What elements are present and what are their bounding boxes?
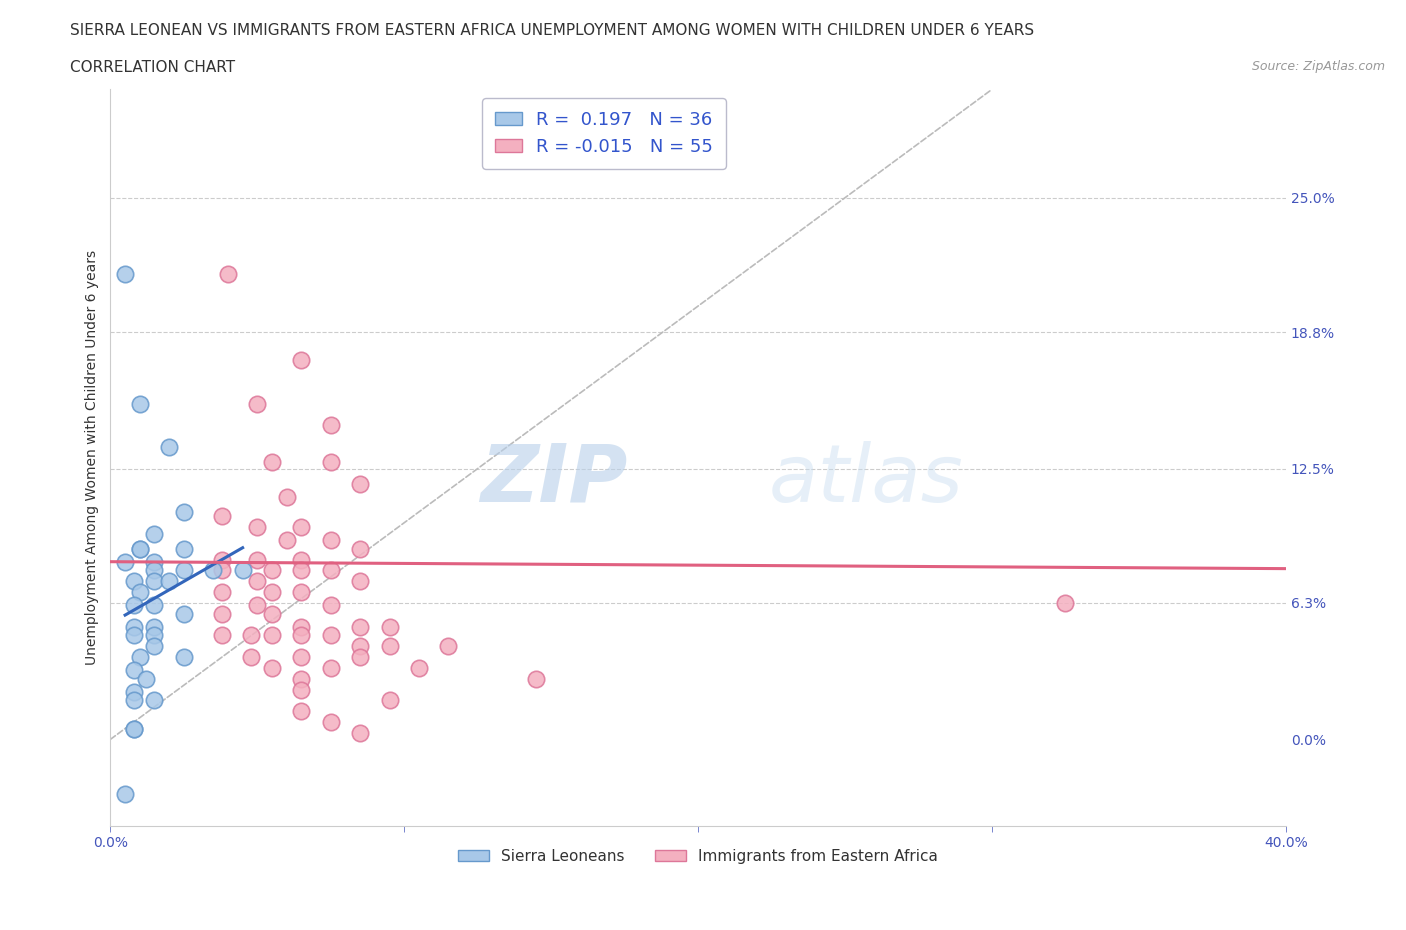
Point: [173, 541, 195, 556]
Point: [143, 574, 166, 589]
Point: [240, 649, 263, 664]
Point: [1054, 595, 1077, 610]
Point: [143, 563, 166, 578]
Point: [349, 619, 371, 634]
Point: [128, 541, 150, 556]
Point: [319, 628, 342, 643]
Point: [217, 266, 239, 281]
Point: [319, 660, 342, 675]
Point: [437, 639, 460, 654]
Point: [349, 649, 371, 664]
Point: [122, 693, 145, 708]
Point: [135, 671, 157, 686]
Point: [246, 520, 269, 535]
Point: [408, 660, 430, 675]
Point: [114, 554, 136, 569]
Point: [260, 585, 283, 600]
Point: [290, 585, 312, 600]
Point: [260, 660, 283, 675]
Point: [143, 693, 166, 708]
Point: [128, 649, 150, 664]
Point: [246, 598, 269, 613]
Text: Source: ZipAtlas.com: Source: ZipAtlas.com: [1251, 60, 1385, 73]
Text: SIERRA LEONEAN VS IMMIGRANTS FROM EASTERN AFRICA UNEMPLOYMENT AMONG WOMEN WITH C: SIERRA LEONEAN VS IMMIGRANTS FROM EASTER…: [70, 23, 1035, 38]
Point: [114, 786, 136, 801]
Point: [173, 606, 195, 621]
Legend: Sierra Leoneans, Immigrants from Eastern Africa: Sierra Leoneans, Immigrants from Eastern…: [453, 843, 943, 870]
Point: [128, 585, 150, 600]
Point: [290, 552, 312, 567]
Point: [122, 598, 145, 613]
Point: [173, 504, 195, 519]
Point: [122, 619, 145, 634]
Point: [211, 563, 233, 578]
Text: atlas: atlas: [769, 441, 963, 519]
Point: [211, 552, 233, 567]
Point: [349, 639, 371, 654]
Text: CORRELATION CHART: CORRELATION CHART: [70, 60, 235, 75]
Point: [349, 725, 371, 740]
Point: [290, 563, 312, 578]
Point: [122, 628, 145, 643]
Point: [128, 541, 150, 556]
Point: [143, 628, 166, 643]
Point: [260, 606, 283, 621]
Point: [290, 352, 312, 367]
Point: [260, 628, 283, 643]
Point: [290, 619, 312, 634]
Point: [260, 455, 283, 470]
Point: [378, 693, 401, 708]
Point: [276, 533, 298, 548]
Point: [319, 563, 342, 578]
Point: [143, 554, 166, 569]
Point: [240, 628, 263, 643]
Point: [260, 563, 283, 578]
Point: [143, 598, 166, 613]
Point: [349, 541, 371, 556]
Y-axis label: Unemployment Among Women with Children Under 6 years: Unemployment Among Women with Children U…: [86, 250, 100, 665]
Point: [122, 662, 145, 677]
Point: [246, 396, 269, 411]
Point: [319, 598, 342, 613]
Point: [319, 714, 342, 729]
Point: [276, 489, 298, 504]
Point: [349, 574, 371, 589]
Point: [211, 628, 233, 643]
Point: [157, 440, 180, 455]
Point: [173, 563, 195, 578]
Point: [290, 520, 312, 535]
Point: [319, 418, 342, 432]
Point: [232, 563, 254, 578]
Point: [319, 533, 342, 548]
Point: [211, 606, 233, 621]
Point: [378, 619, 401, 634]
Point: [349, 476, 371, 491]
Text: ZIP: ZIP: [481, 441, 627, 519]
Point: [378, 639, 401, 654]
Point: [319, 455, 342, 470]
Point: [290, 628, 312, 643]
Point: [290, 649, 312, 664]
Point: [290, 704, 312, 719]
Point: [143, 526, 166, 541]
Point: [246, 552, 269, 567]
Point: [122, 721, 145, 736]
Point: [290, 682, 312, 697]
Point: [122, 684, 145, 699]
Point: [122, 574, 145, 589]
Point: [246, 574, 269, 589]
Point: [143, 619, 166, 634]
Point: [211, 585, 233, 600]
Point: [157, 574, 180, 589]
Point: [122, 721, 145, 736]
Point: [526, 671, 548, 686]
Point: [143, 639, 166, 654]
Point: [114, 266, 136, 281]
Point: [202, 563, 225, 578]
Point: [290, 671, 312, 686]
Point: [128, 396, 150, 411]
Point: [211, 509, 233, 524]
Point: [173, 649, 195, 664]
